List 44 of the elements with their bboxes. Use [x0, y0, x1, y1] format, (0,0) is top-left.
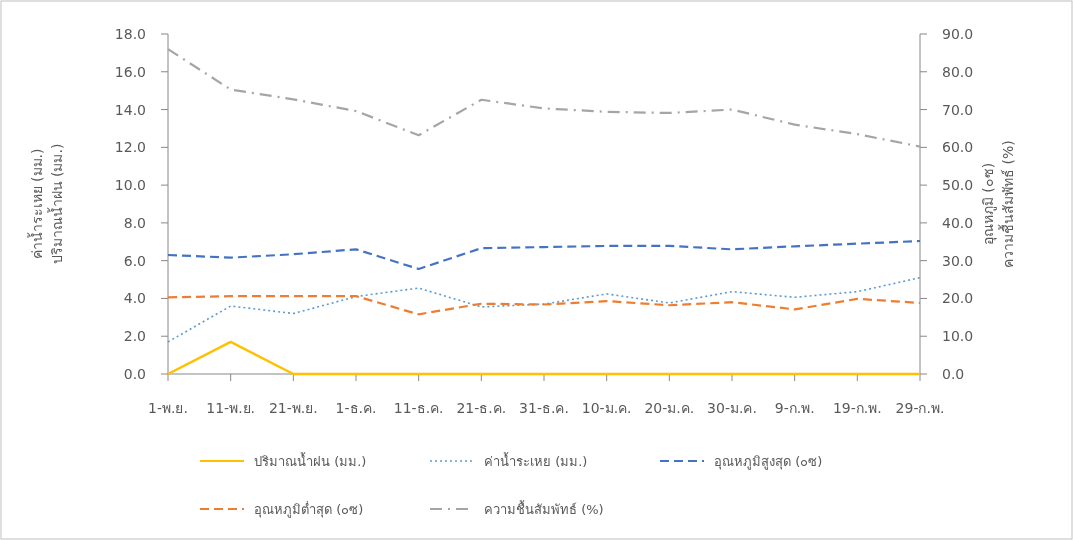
y2-tick-label: 50.0	[942, 177, 974, 194]
legend-label: ปริมาณน้ำฝน (มม.)	[254, 452, 367, 469]
y2-tick-label: 0.0	[942, 366, 965, 382]
x-tick-label: 1-พ.ย.	[148, 400, 188, 416]
y2-tick-label: 40.0	[942, 214, 974, 231]
legend-label: อุณหภูมิต่ำสุด (๐ซ)	[254, 501, 364, 518]
x-tick-label: 1-ธ.ค.	[335, 400, 377, 416]
x-tick-label: 11-ธ.ค.	[393, 400, 444, 416]
x-tick-label: 11-พ.ย.	[206, 400, 256, 416]
y-tick-label: 6.0	[123, 252, 146, 269]
x-tick-label: 30-ม.ค.	[707, 400, 757, 416]
x-tick-label: 29-ก.พ.	[895, 400, 945, 416]
y2-tick-label: 20.0	[942, 290, 974, 307]
line-series	[167, 276, 921, 343]
y2-tick-label: 10.0	[942, 328, 974, 345]
line-series	[166, 239, 922, 271]
y2-tick-label: 90.0	[942, 26, 974, 42]
x-tick-label: 20-ม.ค.	[644, 400, 695, 416]
y-tick-label: 10.0	[114, 177, 146, 194]
x-tick-label: 10-ม.ค.	[581, 400, 632, 416]
x-tick-label: 19-ก.พ.	[832, 400, 882, 416]
y2-tick-label: 60.0	[942, 139, 974, 156]
y-tick-label: 8.0	[123, 214, 146, 231]
line-series	[166, 295, 922, 316]
y2-tick-label: 30.0	[942, 252, 974, 269]
legend-label: ค่าน้ำระเหย (มม.)	[484, 452, 588, 469]
y2-tick-label: 80.0	[942, 63, 974, 80]
y-tick-label: 14.0	[114, 101, 146, 118]
line-series	[166, 48, 922, 148]
y-tick-label: 2.0	[123, 328, 146, 345]
y2-axis-title: อุณหภูมิ (๐ซ) ความชื้นสัมพัทธ์ (%)	[980, 140, 1016, 268]
y-tick-label: 12.0	[114, 139, 146, 156]
y-tick-label: 18.0	[114, 26, 146, 42]
legend-label: ความชื้นสัมพัทธ์ (%)	[484, 500, 604, 517]
x-tick-label: 31-ธ.ค.	[519, 400, 569, 416]
x-tick-label: 9-ก.พ.	[774, 400, 815, 416]
y-tick-label: 16.0	[114, 63, 146, 80]
x-tick-label: 21-ธ.ค.	[456, 400, 507, 416]
y-axis-title: ค่าน้ำระเหย (มม.) ปริมาณน้ำฝน (มม.)	[27, 143, 65, 265]
y2-tick-label: 70.0	[942, 101, 974, 118]
x-tick-label: 21-พ.ย.	[268, 400, 318, 416]
legend-label: อุณหภูมิสูงสุด (๐ซ)	[714, 454, 823, 470]
y-tick-label: 4.0	[123, 290, 146, 307]
y-tick-label: 0.0	[123, 366, 146, 382]
